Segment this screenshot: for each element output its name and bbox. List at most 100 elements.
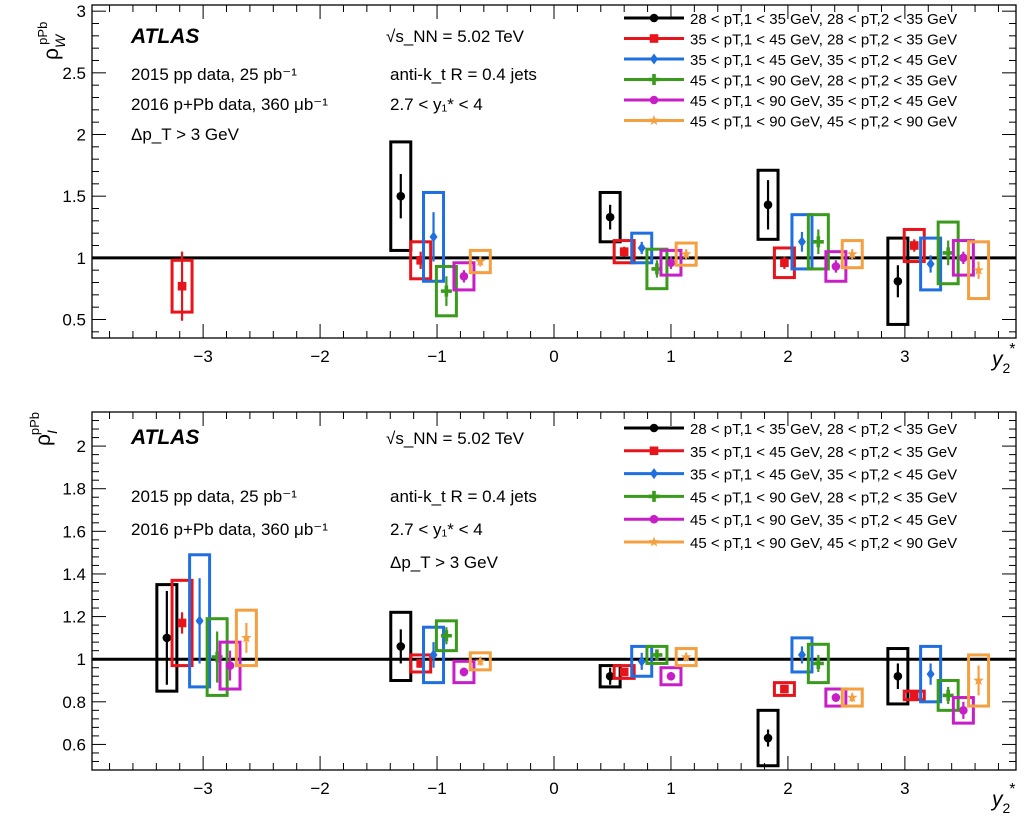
top-x-tick-label: −2 [310,347,329,366]
top-series-2 [170,227,926,321]
bottom-syst-box [951,696,975,725]
bottom-y-tick-label: 1.6 [62,522,86,541]
top-panel-marks [92,140,1016,326]
top-syst-box [919,236,943,292]
bottom-data-point [605,671,615,681]
top-legend-swatch-marker [649,34,659,43]
top-data-point [973,264,984,275]
bottom-syst-box [645,644,669,665]
bottom-syst-box [886,647,910,706]
top-data-point [926,258,935,270]
bottom-syst-box [919,644,943,704]
bottom-data-point [797,649,806,661]
top-energy-label: √s_NN = 5.02 TeV [386,27,525,46]
top-syst-box [936,220,960,286]
bottom-legend-swatch-marker [650,468,658,480]
bottom-syst-box [612,664,636,680]
svg-text:y2*: y2 * [990,341,1016,376]
bottom-axis-ticks: −3 −2 −1 0 1 2 3 0.6 0.8 1 1.2 1.4 1.6 1.8 2 [62,411,1016,798]
top-ylabel-main: ρ [40,48,63,60]
top-legend-swatch-marker [650,53,658,65]
bottom-syst-box [409,653,433,674]
bottom-pp-data-label: 2015 pp data, 25 pb⁻¹ [131,487,297,506]
bottom-data-point [162,633,172,643]
top-y-axis-label: ρWpPb [35,22,68,60]
top-syst-box [612,239,636,265]
top-data-point [797,236,806,248]
top-syst-box [674,241,698,267]
top-legend-label: 45 < pT,1 < 90 GeV, 35 < pT,2 < 45 GeV [690,93,957,110]
bottom-y-tick-label: 1.4 [62,565,86,584]
top-data-point [893,276,903,286]
bottom-legend-entry-6: 45 < pT,1 < 90 GeV, 45 < pT,2 < 90 GeV [624,535,957,552]
bottom-legend-swatch-marker [649,446,659,456]
bottom-data-point [195,615,204,627]
top-data-point [847,248,858,259]
bottom-data-point [973,675,984,685]
bottom-series-6 [234,608,991,708]
top-y-tick-label: 2 [77,126,86,145]
top-legend-label: 35 < pT,1 < 45 GeV, 35 < pT,2 < 45 GeV [690,52,957,69]
top-atlas-label: ATLAS [130,25,199,48]
bottom-legend-entry-2: 35 < pT,1 < 45 GeV, 28 < pT,2 < 35 GeV [624,444,957,461]
top-data-point [605,212,615,222]
top-x-axis-label: y2 * [990,341,1016,376]
top-y-tick-label: 0.5 [62,311,86,330]
bottom-y-tick-label: 1.2 [62,608,86,627]
bottom-data-point [241,632,252,643]
top-data-point [666,258,676,268]
top-y-tick-label: 1.5 [62,187,86,206]
bottom-syst-box [674,647,698,668]
top-syst-box [902,227,926,264]
bottom-syst-box [936,679,960,712]
bottom-data-point [651,649,663,661]
svg-text:ρWpPb: ρWpPb [35,22,68,60]
bottom-panel: −3 −2 −1 0 1 2 30.60.811.21.41.61.82 ρIpPb y2*… [27,411,1017,816]
bottom-data-point [619,667,629,677]
bottom-syst-box [806,642,830,685]
top-data-point [177,281,187,291]
top-legend-entry-5: 45 < pT,1 < 90 GeV, 35 < pT,2 < 45 GeV [624,93,957,110]
bottom-data-point [831,693,841,702]
top-series-6 [468,239,991,301]
bottom-legend-entry-1: 28 < pT,1 < 35 GeV, 28 < pT,2 < 35 GeV [624,421,957,438]
bottom-energy-label: √s_NN = 5.02 TeV [386,429,525,448]
bottom-syst-box [389,610,413,682]
bottom-x-tick-label: −3 [193,779,212,798]
bottom-data-point [459,667,469,677]
bottom-syst-box [630,644,654,678]
top-data-point [396,191,406,201]
bottom-data-point [416,659,425,668]
svg-text:y2*: y2 * [990,781,1016,816]
bottom-legend-entry-4: 45 < pT,1 < 90 GeV, 28 < pT,2 < 35 GeV [624,489,957,506]
top-x-tick-label: −1 [427,347,446,366]
top-legend-label: 35 < pT,1 < 45 GeV, 28 < pT,2 < 35 GeV [690,32,957,49]
bottom-ylabel-sup: pPb [27,412,42,435]
bottom-syst-box [756,708,780,768]
top-syst-box [840,239,864,270]
bottom-data-point [211,651,223,663]
bottom-syst-box [468,651,492,672]
top-syst-box [806,213,830,271]
bottom-data-point [475,655,486,666]
bottom-ylabel-main: ρ [32,434,55,446]
bottom-legend-entry-3: 35 < pT,1 < 45 GeV, 35 < pT,2 < 45 GeV [624,467,957,484]
bottom-syst-box [170,578,194,668]
top-legend-entry-2: 35 < pT,1 < 45 GeV, 28 < pT,2 < 35 GeV [624,32,957,49]
top-ylabel-sub: W [52,33,68,48]
bottom-x-tick-label: −2 [310,779,329,798]
top-panel: −3 −2 −1 0 1 2 30.511.522.53 ρWpPb y2* ATLAS 2… [35,2,1017,376]
bottom-syst-box [452,659,476,685]
bottom-dpt-cut-label: Δp_T > 3 GeV [390,553,499,572]
bottom-syst-box [188,553,212,689]
bottom-jets-label: anti-k_t R = 0.4 jets [390,487,537,506]
bottom-data-point [225,661,235,670]
top-data-point [459,272,469,281]
bottom-x-tick-label: −1 [427,779,446,798]
svg-text:ρIpPb: ρIpPb [27,412,60,446]
top-y-tick-label: 1 [77,249,86,268]
top-syst-box [790,213,814,271]
bottom-data-point [780,684,789,694]
bottom-legend-label: 28 < pT,1 < 35 GeV, 28 < pT,2 < 35 GeV [690,421,957,438]
top-xlabel-sub: 2 [1003,360,1011,376]
